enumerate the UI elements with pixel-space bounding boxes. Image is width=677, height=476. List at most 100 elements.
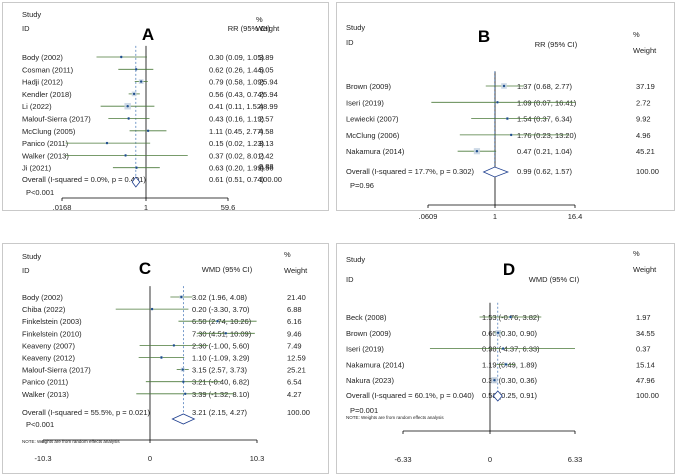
header-weight: Weight [633, 265, 657, 274]
panel-border [336, 2, 675, 211]
overall-label: Overall (I-squared = 17.7%, p = 0.302) [346, 167, 474, 176]
study-ci-text: 0.33 (0.30, 0.36) [482, 376, 538, 385]
panel-label: A [142, 25, 154, 44]
study-point [172, 344, 176, 347]
x-axis-tick-label: 0 [488, 455, 492, 464]
overall-diamond [131, 176, 141, 188]
study-weight: 25.21 [287, 366, 306, 375]
header-id: ID [346, 38, 354, 47]
study-label: Cosman (2011) [22, 65, 74, 74]
study-point [105, 141, 109, 145]
panel-border [2, 2, 329, 211]
study-label: Malouf-Sierra (2017) [22, 115, 91, 124]
study-ci-text: 0.15 (0.02, 1.23) [209, 139, 265, 148]
study-label: Keaveny (2012) [22, 354, 75, 363]
study-ci-text: 0.37 (0.02, 8.01) [209, 151, 265, 160]
study-label: Iseri (2019) [346, 98, 384, 107]
study-weight: 6.54 [287, 378, 302, 387]
header-percent: % [633, 249, 640, 258]
study-label: Brown (2009) [346, 82, 392, 91]
study-label: Iseri (2019) [346, 345, 384, 354]
p-value: P<0.001 [26, 420, 54, 429]
study-weight: 34.55 [636, 329, 655, 338]
study-ci-text: 3.15 (2.57, 3.73) [192, 366, 248, 375]
study-weight: 3.89 [259, 53, 274, 62]
overall-weight: 100.00 [287, 408, 310, 417]
study-label: Malouf-Sierra (2017) [22, 366, 91, 375]
study-weight: 15.14 [636, 360, 655, 369]
study-point [216, 320, 219, 323]
header-weight: Weight [284, 266, 308, 275]
panel-border [2, 243, 329, 474]
overall-diamond [171, 413, 196, 425]
study-ci-text: 0.63 (0.20, 1.99) [209, 164, 265, 173]
overall-label: Overall (I-squared = 55.5%, p = 0.021) [22, 408, 150, 417]
header-percent: % [256, 15, 263, 24]
header-id: ID [22, 24, 30, 33]
study-ci-text: 0.47 (0.21, 1.04) [517, 147, 573, 156]
study-weight: 9.46 [287, 329, 302, 338]
study-label: Nakamura (2014) [346, 147, 405, 156]
study-weight: 7.49 [287, 341, 302, 350]
forest-panel-d: Study ID WMD (95% CI)% Weight D Beck (2008) 1.… [336, 243, 675, 474]
study-ci-text: 0.62 (0.26, 1.44) [209, 65, 265, 74]
study-point [506, 117, 509, 120]
overall-ci-text: 0.58 (0.25, 0.91) [482, 391, 538, 400]
study-weight: 2.57 [259, 115, 274, 124]
weights-note: NOTE: Weights are from random effects an… [22, 439, 120, 444]
header-effect: WMD (95% CI) [202, 265, 253, 274]
study-ci-text: 0.43 (0.16, 1.19) [209, 115, 265, 124]
study-point [496, 331, 500, 334]
x-axis-tick-label: 1 [493, 212, 497, 221]
study-ci-text: 0.41 (0.11, 1.52) [209, 102, 264, 111]
study-weight: 12.59 [287, 354, 306, 363]
overall-ci-text: 3.21 (2.15, 4.27) [192, 408, 248, 417]
study-ci-text: 0.98 (-4.37, 6.33) [482, 345, 540, 354]
p-value: P=0.96 [350, 181, 374, 190]
study-point [182, 380, 185, 383]
study-ci-text: 7.30 (4.51, 10.09) [192, 329, 252, 338]
study-weight: 0.37 [636, 345, 651, 354]
study-weight: 25.94 [259, 90, 278, 99]
study-point [146, 129, 150, 132]
extra-weight: 2.88 [259, 162, 274, 171]
overall-label: Overall (I-squared = 0.0%, p = 0.491) [22, 175, 146, 184]
study-point [493, 379, 496, 382]
study-weight: 37.19 [636, 82, 655, 91]
study-weight: 4.58 [259, 127, 274, 136]
study-ci-text: 3.21 (-0.40, 6.82) [192, 378, 250, 387]
study-label: Body (2002) [22, 53, 63, 62]
study-point [224, 332, 228, 335]
study-ci-text: 1.09 (0.07, 16.41) [517, 98, 577, 107]
study-ci-text: 0.56 (0.43, 0.74) [209, 90, 265, 99]
study-label: McClung (2005) [22, 127, 76, 136]
x-axis-tick-label: 1 [144, 203, 148, 212]
study-label: Hadji (2012) [22, 78, 63, 87]
study-label: Brown (2009) [346, 329, 392, 338]
study-label: McClung (2006) [346, 131, 400, 140]
study-weight: 3.13 [259, 139, 274, 148]
study-point [127, 117, 130, 120]
x-axis-tick-label: -6.33 [394, 455, 411, 464]
study-weight: 25.94 [259, 78, 278, 87]
study-weight: 5.05 [259, 65, 274, 74]
study-label: Walker (2013) [22, 390, 69, 399]
study-label: Kendler (2018) [22, 90, 72, 99]
study-point [180, 295, 183, 299]
study-label: Nakura (2023) [346, 376, 394, 385]
header-effect: WMD (95% CI) [529, 275, 580, 284]
study-weight: 4.27 [287, 390, 302, 399]
study-label: Chiba (2022) [22, 305, 66, 314]
study-ci-text: 3.39 (-1.32, 8.10) [192, 390, 250, 399]
header-effect: RR (95% CI) [228, 24, 271, 33]
study-weight: 21.40 [287, 293, 306, 302]
x-axis-tick-label: 59.6 [221, 203, 236, 212]
study-label: Finkelstein (2010) [22, 329, 82, 338]
header-study: Study [346, 255, 365, 264]
header-percent: % [284, 250, 291, 259]
study-label: Panico (2011) [22, 378, 69, 387]
study-point [150, 307, 154, 311]
study-point [502, 84, 506, 88]
weights-note: NOTE: Weights are from random effects an… [346, 415, 444, 420]
